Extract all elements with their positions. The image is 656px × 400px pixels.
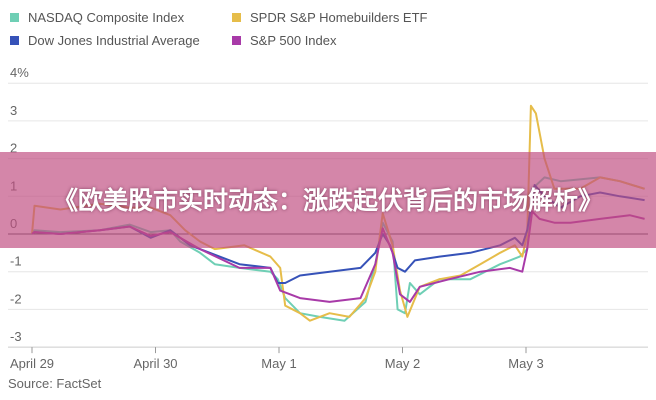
y-tick-label: 2 [10, 141, 17, 156]
x-tick-label: May 2 [385, 356, 420, 371]
x-tick-label: April 30 [133, 356, 177, 371]
legend-item-spdr: SPDR S&P Homebuilders ETF [232, 10, 428, 25]
x-tick-label: April 29 [10, 356, 54, 371]
legend-item-nasdaq: NASDAQ Composite Index [10, 10, 184, 25]
y-tick-label: -2 [10, 291, 22, 306]
y-tick-label: 4% [10, 65, 29, 80]
legend-swatch [232, 13, 241, 22]
source-note: Source: FactSet [8, 376, 102, 391]
legend-item-sp500: S&P 500 Index [232, 33, 337, 48]
legend-swatch [10, 13, 19, 22]
banner-title: 《欧美股市实时动态：涨跌起伏背后的市场解析》 [52, 185, 603, 215]
legend-swatch [232, 36, 241, 45]
x-tick-label: May 3 [508, 356, 543, 371]
legend-swatch [10, 36, 19, 45]
legend-label: Dow Jones Industrial Average [28, 33, 200, 48]
y-tick-label: 3 [10, 103, 17, 118]
legend-label: S&P 500 Index [250, 33, 337, 48]
x-tick-label: May 1 [261, 356, 296, 371]
legend-label: SPDR S&P Homebuilders ETF [250, 10, 428, 25]
legend-label: NASDAQ Composite Index [28, 10, 185, 25]
title-banner: 《欧美股市实时动态：涨跌起伏背后的市场解析》 [0, 152, 656, 248]
legend-item-dow: Dow Jones Industrial Average [10, 33, 200, 48]
y-tick-label: -3 [10, 329, 22, 344]
y-tick-label: -1 [10, 254, 22, 269]
